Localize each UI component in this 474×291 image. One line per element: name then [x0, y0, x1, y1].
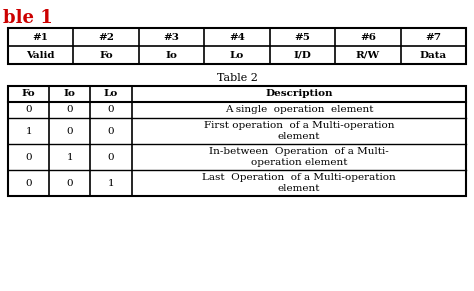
Bar — [8, 86, 466, 196]
Text: Fo: Fo — [100, 51, 113, 59]
Bar — [8, 28, 466, 64]
Text: Last  Operation  of a Multi-operation
element: Last Operation of a Multi-operation elem… — [202, 173, 396, 193]
Text: Valid: Valid — [27, 51, 55, 59]
Text: 1: 1 — [25, 127, 32, 136]
Text: 0: 0 — [25, 178, 32, 187]
Text: #6: #6 — [360, 33, 376, 42]
Text: Fo: Fo — [22, 90, 36, 98]
Text: 1: 1 — [66, 152, 73, 162]
Text: 0: 0 — [66, 178, 73, 187]
Text: 0: 0 — [25, 152, 32, 162]
Text: Description: Description — [265, 90, 333, 98]
Text: 0: 0 — [66, 127, 73, 136]
Text: A single  operation  element: A single operation element — [225, 106, 373, 114]
Text: #5: #5 — [294, 33, 310, 42]
Text: Lo: Lo — [104, 90, 118, 98]
Text: #2: #2 — [98, 33, 114, 42]
Text: 0: 0 — [108, 106, 114, 114]
Text: 0: 0 — [66, 106, 73, 114]
Text: Io: Io — [165, 51, 177, 59]
Text: 1: 1 — [108, 178, 114, 187]
Text: R/W: R/W — [356, 51, 380, 59]
Text: First operation  of a Multi-operation
element: First operation of a Multi-operation ele… — [203, 121, 394, 141]
Text: #1: #1 — [33, 33, 49, 42]
Text: 0: 0 — [25, 106, 32, 114]
Text: 0: 0 — [108, 152, 114, 162]
Text: ble 1: ble 1 — [3, 9, 53, 27]
Text: #4: #4 — [229, 33, 245, 42]
Text: I/D: I/D — [293, 51, 311, 59]
Text: #7: #7 — [425, 33, 441, 42]
Text: 0: 0 — [108, 127, 114, 136]
Text: Table 2: Table 2 — [217, 73, 257, 83]
Text: In-between  Operation  of a Multi-
operation element: In-between Operation of a Multi- operati… — [209, 147, 389, 167]
Text: Io: Io — [64, 90, 76, 98]
Text: #3: #3 — [164, 33, 180, 42]
Text: Lo: Lo — [230, 51, 244, 59]
Text: Data: Data — [419, 51, 447, 59]
